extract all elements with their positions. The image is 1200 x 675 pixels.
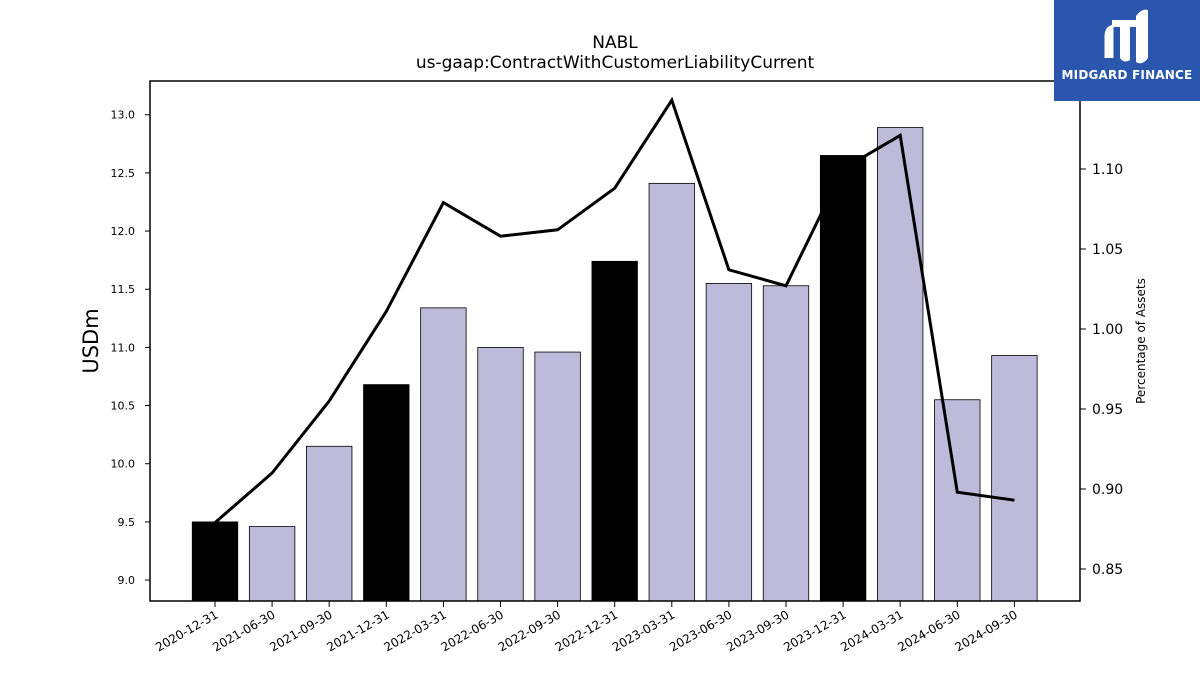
x-tick-label: 2024-03-31 (838, 607, 905, 654)
x-tick-label: 2021-09-30 (267, 607, 334, 654)
y2-tick-label: 1.05 (1092, 242, 1123, 258)
y-axis-label: USDm (79, 308, 103, 373)
y-tick-label: 13.0 (111, 109, 136, 122)
bar-2022-06-30 (477, 346, 524, 602)
y-tick-label: 12.5 (111, 167, 136, 180)
bar-2023-03-31 (648, 182, 695, 602)
y2-tick-label: 0.90 (1092, 482, 1123, 498)
bar-2022-03-31 (420, 307, 467, 602)
bar-2021-12-31 (363, 384, 410, 602)
bar-2023-12-31 (819, 155, 867, 602)
bar-2021-09-30 (306, 445, 353, 602)
y-tick-label: 10.0 (111, 458, 136, 471)
chart-subtitle: us-gaap:ContractWithCustomerLiabilityCur… (416, 53, 815, 73)
y2-tick-label: 1.10 (1092, 162, 1123, 178)
bar-2022-12-31 (591, 260, 638, 602)
bar-series (191, 127, 1038, 602)
y2-axis-label: Percentage of Assets (1134, 278, 1148, 404)
y-tick-label: 9.5 (118, 516, 136, 529)
bar-2024-06-30 (934, 399, 981, 602)
x-tick-label: 2023-06-30 (667, 607, 734, 654)
y-tick-label: 11.0 (111, 341, 136, 354)
x-tick-label: 2023-12-31 (781, 607, 848, 654)
x-tick-label: 2022-03-31 (381, 607, 448, 654)
bar-2021-06-30 (248, 526, 296, 602)
x-tick-label: 2023-03-31 (610, 607, 677, 654)
line-percentage-of-assets (214, 96, 1015, 524)
x-tick-label: 2024-09-30 (952, 607, 1019, 654)
bar-2024-03-31 (877, 127, 924, 602)
y-axis-left: 9.0 9.5 10.0 10.5 11.0 11.5 12.0 12.5 13.0 (111, 109, 150, 587)
x-tick-label: 2022-09-30 (496, 607, 563, 654)
x-tick-label: 2021-06-30 (210, 607, 277, 654)
x-tick-label: 2022-06-30 (439, 607, 506, 654)
brand-logo: MIDGARD FINANCE (1054, 0, 1200, 101)
y2-tick-label: 0.85 (1092, 562, 1123, 578)
chart-title: NABL (592, 33, 638, 53)
bar-2022-09-30 (534, 351, 581, 602)
x-tick-label: 2024-06-30 (895, 607, 962, 654)
x-tick-label: 2023-09-30 (724, 607, 791, 654)
y-tick-label: 11.5 (111, 283, 136, 296)
bar-2023-06-30 (705, 283, 753, 602)
bar-2023-09-30 (762, 285, 810, 602)
y2-tick-label: 0.95 (1092, 402, 1123, 418)
x-tick-label: 2022-12-31 (553, 607, 620, 654)
x-tick-label: 2020-12-31 (153, 607, 220, 654)
y-axis-right: 0.85 0.90 0.95 1.00 1.05 1.10 (1080, 162, 1123, 578)
y-tick-label: 10.5 (111, 400, 136, 413)
y-tick-label: 9.0 (118, 574, 136, 587)
logo-mark-icon (1104, 9, 1148, 64)
x-tick-label: 2021-12-31 (324, 607, 391, 654)
x-axis: 2020-12-312021-06-302021-09-302021-12-31… (153, 601, 1020, 654)
bar-2020-12-31 (191, 521, 239, 602)
line-series (214, 96, 1015, 524)
bar-2024-09-30 (991, 355, 1038, 602)
logo-text: MIDGARD FINANCE (1061, 68, 1193, 82)
y2-tick-label: 1.00 (1092, 322, 1123, 338)
y-tick-label: 12.0 (111, 225, 136, 238)
